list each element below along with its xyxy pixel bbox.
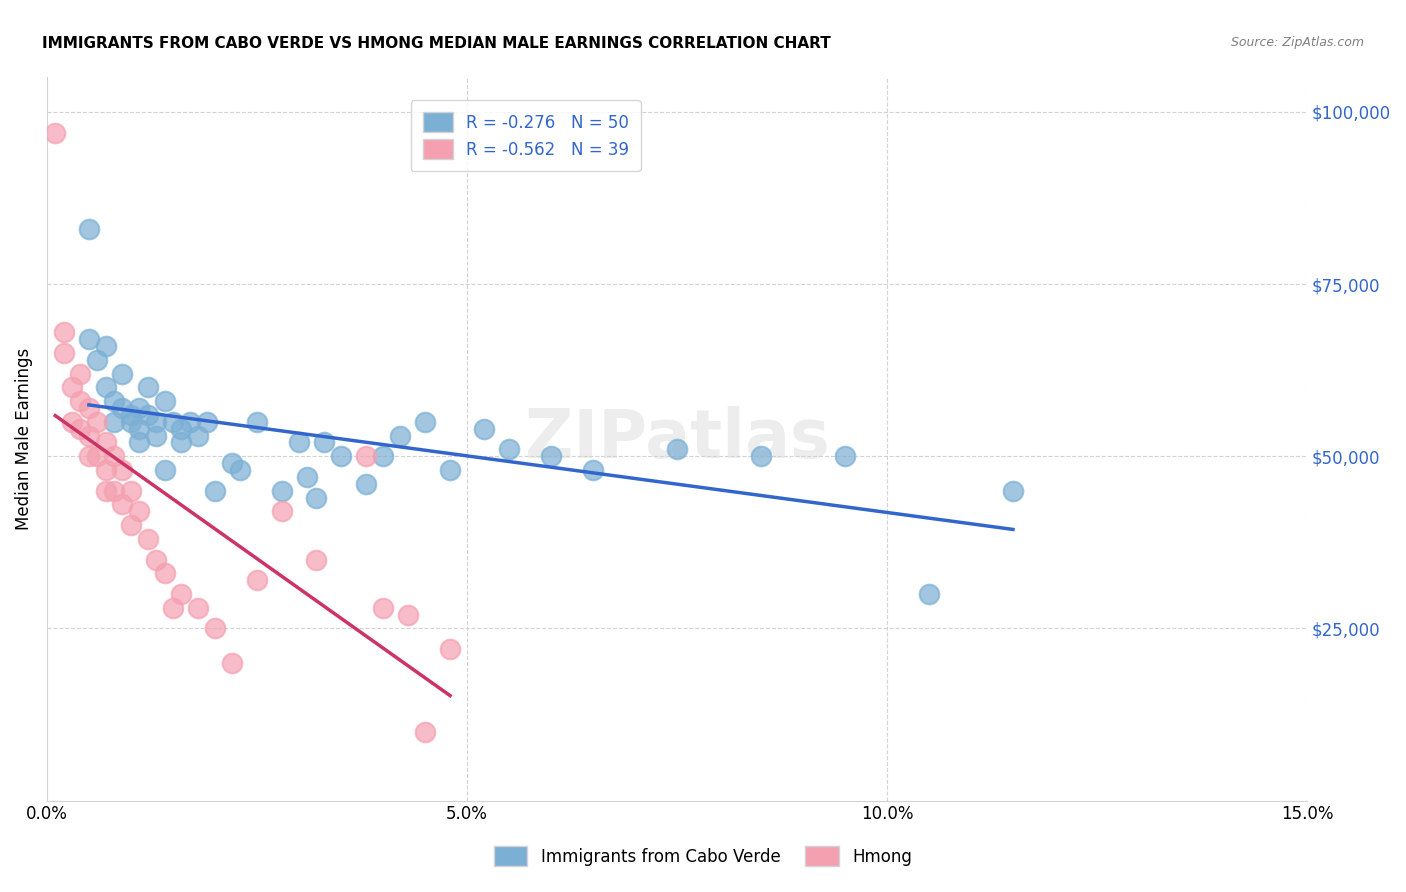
Point <box>128 422 150 436</box>
Point <box>60 380 83 394</box>
Point <box>371 449 394 463</box>
Point <box>111 367 134 381</box>
Point <box>69 422 91 436</box>
Legend: Immigrants from Cabo Verde, Hmong: Immigrants from Cabo Verde, Hmong <box>485 838 921 875</box>
Point <box>111 463 134 477</box>
Point <box>111 401 134 415</box>
Point <box>60 415 83 429</box>
Point <box>136 380 159 394</box>
Point <box>204 483 226 498</box>
Point <box>582 463 605 477</box>
Point <box>918 587 941 601</box>
Point <box>103 449 125 463</box>
Point <box>371 600 394 615</box>
Point <box>221 456 243 470</box>
Point <box>136 532 159 546</box>
Point <box>94 339 117 353</box>
Point <box>86 449 108 463</box>
Point <box>136 408 159 422</box>
Point <box>288 435 311 450</box>
Point <box>77 222 100 236</box>
Point <box>472 422 495 436</box>
Text: Source: ZipAtlas.com: Source: ZipAtlas.com <box>1230 36 1364 49</box>
Point <box>145 415 167 429</box>
Point <box>128 401 150 415</box>
Point <box>44 126 66 140</box>
Point <box>413 415 436 429</box>
Point <box>665 442 688 457</box>
Point <box>153 463 176 477</box>
Point <box>120 415 142 429</box>
Point <box>162 415 184 429</box>
Point <box>153 566 176 581</box>
Point <box>388 428 411 442</box>
Point <box>86 352 108 367</box>
Point <box>749 449 772 463</box>
Point <box>77 449 100 463</box>
Point <box>305 552 328 566</box>
Text: ZIPatlas: ZIPatlas <box>524 406 830 472</box>
Point <box>69 394 91 409</box>
Point <box>86 415 108 429</box>
Point <box>187 600 209 615</box>
Point <box>145 428 167 442</box>
Point <box>396 607 419 622</box>
Point <box>52 346 75 360</box>
Point <box>413 724 436 739</box>
Point <box>195 415 218 429</box>
Point <box>354 476 377 491</box>
Point <box>77 401 100 415</box>
Point <box>229 463 252 477</box>
Point <box>94 483 117 498</box>
Point <box>103 394 125 409</box>
Point <box>103 415 125 429</box>
Point <box>111 498 134 512</box>
Point <box>1001 483 1024 498</box>
Y-axis label: Median Male Earnings: Median Male Earnings <box>15 348 32 530</box>
Point <box>271 483 294 498</box>
Point <box>271 504 294 518</box>
Point <box>246 415 269 429</box>
Point <box>94 435 117 450</box>
Point <box>170 587 193 601</box>
Point <box>354 449 377 463</box>
Point <box>77 428 100 442</box>
Point <box>179 415 201 429</box>
Point <box>246 573 269 587</box>
Point <box>69 367 91 381</box>
Point <box>120 408 142 422</box>
Point <box>153 394 176 409</box>
Point <box>128 435 150 450</box>
Point <box>170 435 193 450</box>
Point <box>120 483 142 498</box>
Point <box>439 463 461 477</box>
Point <box>94 380 117 394</box>
Point <box>162 600 184 615</box>
Point <box>128 504 150 518</box>
Point <box>145 552 167 566</box>
Point <box>439 642 461 657</box>
Point <box>52 326 75 340</box>
Point <box>297 470 319 484</box>
Point <box>120 518 142 533</box>
Point <box>204 622 226 636</box>
Point <box>305 491 328 505</box>
Point <box>834 449 856 463</box>
Point <box>540 449 562 463</box>
Point <box>170 422 193 436</box>
Point <box>77 332 100 346</box>
Legend: R = -0.276   N = 50, R = -0.562   N = 39: R = -0.276 N = 50, R = -0.562 N = 39 <box>411 100 641 171</box>
Point <box>94 463 117 477</box>
Point <box>221 656 243 670</box>
Point <box>187 428 209 442</box>
Text: IMMIGRANTS FROM CABO VERDE VS HMONG MEDIAN MALE EARNINGS CORRELATION CHART: IMMIGRANTS FROM CABO VERDE VS HMONG MEDI… <box>42 36 831 51</box>
Point <box>498 442 520 457</box>
Point <box>103 483 125 498</box>
Point <box>314 435 336 450</box>
Point <box>329 449 352 463</box>
